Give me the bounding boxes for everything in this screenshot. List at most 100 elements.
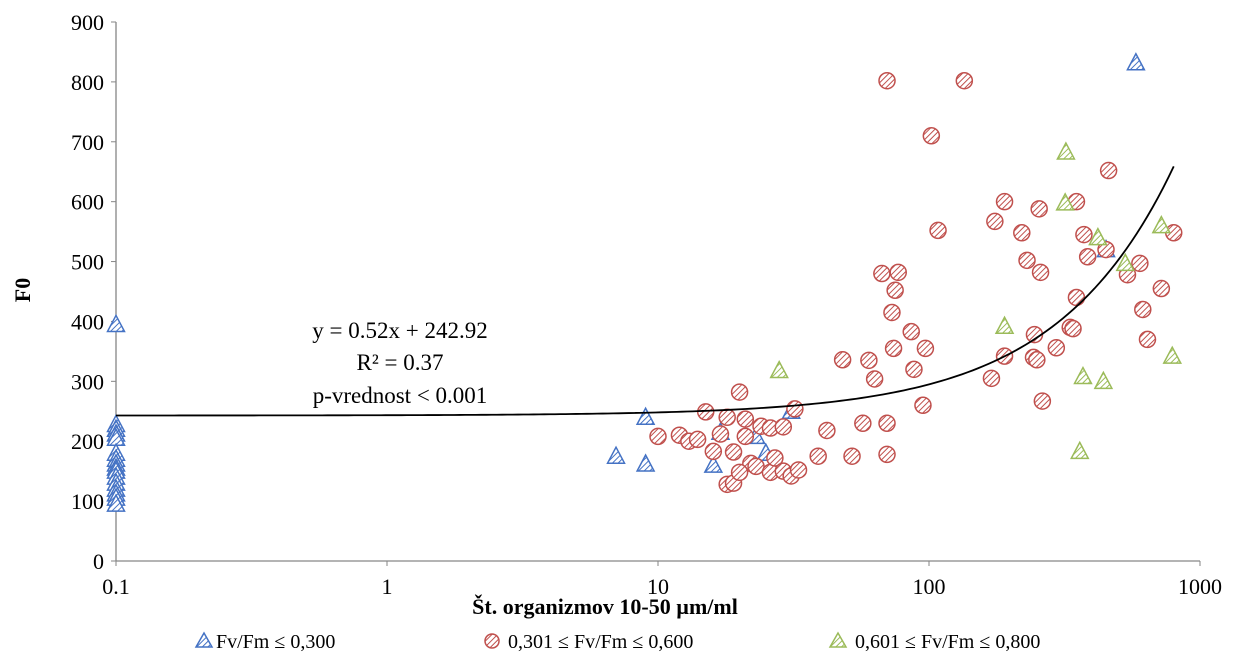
x-tick-labels: 0.1 1 10 100 1000	[102, 574, 1222, 599]
data-point-series-1	[635, 406, 656, 426]
axes	[111, 21, 1201, 566]
trendline-r-squared: R² = 0.37	[357, 350, 444, 375]
data-point-series-2	[929, 221, 947, 240]
data-point-series-2	[711, 425, 730, 443]
data-point-series-2	[889, 263, 907, 282]
data-point-series-2	[730, 463, 749, 482]
data-point-series-2	[1018, 251, 1036, 270]
data-point-series-3	[1056, 141, 1076, 160]
data-point-series-2	[986, 212, 1004, 231]
data-point-series-2	[1134, 300, 1152, 319]
y-tick-label: 200	[71, 429, 104, 454]
data-point-series-3	[769, 359, 789, 379]
data-point-series-2	[724, 443, 743, 461]
data-point-series-2	[809, 447, 827, 465]
data-point-series-2	[1031, 263, 1050, 282]
data-point-series-2	[649, 427, 667, 446]
legend-item-series-3: 0,601 ≤ Fv/Fm ≤ 0,800	[828, 631, 1040, 653]
legend-item-series-2: 0,301 ≤ Fv/Fm ≤ 0,600	[484, 631, 693, 653]
data-point-series-2	[1131, 254, 1149, 273]
data-point-series-2	[860, 351, 878, 370]
trendline-equation: y = 0.52x + 242.92	[312, 318, 487, 343]
data-point-series-2	[886, 281, 904, 300]
x-axis-label: Št. organizmov 10-50 µm/ml	[472, 594, 738, 619]
data-point-series-1	[1126, 52, 1146, 71]
y-tick-label: 100	[71, 489, 104, 514]
data-point-series-3	[1093, 370, 1114, 390]
data-point-series-2	[995, 192, 1014, 211]
data-point-series-2	[982, 369, 1001, 388]
data-point-series-2	[1152, 279, 1171, 298]
x-tick-label: 100	[913, 574, 946, 599]
data-point-series-2	[854, 414, 872, 433]
data-point-series-2	[1030, 200, 1048, 218]
data-point-series-2	[955, 71, 974, 90]
y-tick-labels: 0 100 200 300 400 500 600 700 800 900	[71, 10, 104, 574]
trendline-group	[116, 165, 1175, 417]
data-point-series-2	[905, 360, 923, 379]
data-point-series-2	[883, 303, 901, 322]
data-point-series-3	[1073, 365, 1093, 385]
data-point-series-2	[736, 410, 755, 428]
data-point-series-2	[704, 442, 723, 461]
data-point-series-2	[1078, 248, 1097, 266]
y-tick-label: 500	[71, 250, 104, 275]
data-point-series-2	[902, 322, 920, 341]
trendline	[116, 165, 1175, 417]
data-point-series-2	[914, 396, 932, 415]
data-point-series-2	[1064, 319, 1082, 338]
data-point-series-2	[843, 447, 861, 465]
legend-item-series-1: Fv/Fm ≤ 0,300	[194, 631, 335, 653]
y-axis-label: F0	[10, 278, 35, 302]
data-point-series-2	[1033, 392, 1052, 410]
y-tick-label: 600	[71, 190, 104, 215]
data-point-series-2	[747, 457, 765, 476]
data-point-series-2	[878, 71, 896, 90]
data-point-series-1	[703, 454, 724, 473]
data-point-series-3	[1088, 227, 1108, 246]
legend-label-series-3: 0,601 ≤ Fv/Fm ≤ 0,800	[855, 631, 1040, 653]
legend-marker-series-1	[194, 631, 214, 648]
data-point-series-2	[873, 264, 891, 283]
legend: Fv/Fm ≤ 0,300 0,301 ≤ Fv/Fm ≤ 0,600 0,60…	[194, 631, 1040, 653]
data-points	[106, 52, 1183, 512]
y-tick-label: 700	[71, 130, 104, 155]
y-tick-label: 800	[71, 70, 104, 95]
data-point-series-2	[1097, 240, 1115, 259]
data-point-series-2	[766, 449, 784, 467]
data-point-series-2	[718, 408, 736, 427]
data-point-series-2	[1067, 288, 1086, 307]
x-tick-label: 0.1	[102, 574, 130, 599]
x-tick-label: 10	[647, 574, 669, 599]
y-tick-label: 0	[93, 549, 104, 574]
y-tick-label: 900	[71, 10, 104, 35]
data-point-series-2	[884, 339, 903, 358]
y-tick-label: 300	[71, 369, 104, 394]
data-point-series-3	[994, 315, 1015, 334]
y-tick-label: 400	[71, 309, 104, 334]
data-point-series-2	[833, 351, 852, 369]
data-point-series-3	[1070, 440, 1090, 460]
data-point-series-1	[635, 453, 656, 472]
data-point-series-1	[106, 493, 126, 512]
data-point-series-1	[606, 445, 626, 464]
data-point-series-2	[1138, 330, 1157, 349]
data-point-series-3	[1162, 345, 1183, 364]
data-point-series-2	[878, 414, 896, 433]
data-point-series-2	[865, 370, 884, 388]
data-point-series-2	[818, 421, 836, 440]
trendline-annotation: y = 0.52x + 242.92 R² = 0.37 p-vrednost …	[312, 318, 487, 408]
data-point-series-2	[1013, 224, 1031, 242]
data-point-series-2	[730, 383, 749, 401]
data-point-series-2	[1028, 351, 1046, 369]
data-point-series-2	[774, 418, 793, 436]
data-point-series-2	[1099, 161, 1118, 180]
trendline-p-value: p-vrednost < 0.001	[313, 383, 488, 408]
data-point-series-2	[1075, 225, 1093, 244]
data-point-series-2	[789, 461, 808, 479]
x-tick-label: 1	[382, 574, 393, 599]
data-point-series-2	[736, 427, 755, 446]
data-point-series-2	[786, 400, 804, 418]
data-point-series-2	[916, 339, 935, 358]
data-point-series-2	[922, 127, 941, 145]
